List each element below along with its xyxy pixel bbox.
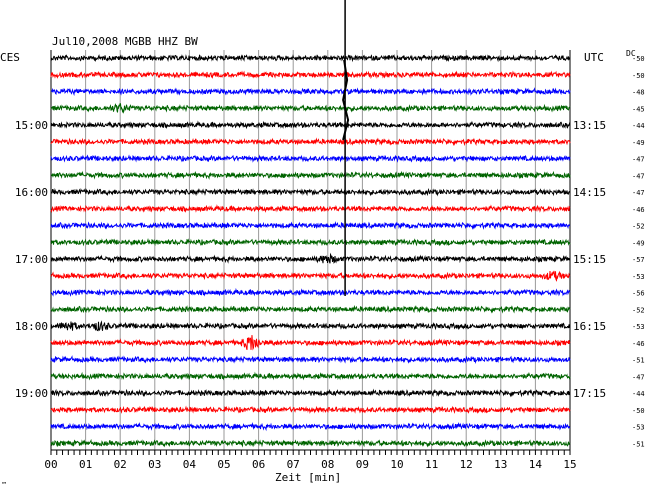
seismic-trace	[50, 238, 571, 247]
seismic-trace	[50, 320, 571, 332]
x-tick-label: 03	[148, 458, 161, 471]
seismic-trace	[50, 187, 571, 197]
right-time-label: 17:15	[573, 387, 606, 400]
dc-value-label: -46	[632, 206, 645, 214]
right-time-label: 14:15	[573, 186, 606, 199]
seismic-trace	[50, 421, 571, 432]
x-tick-label: 07	[287, 458, 300, 471]
dc-value-label: -48	[632, 89, 645, 97]
dc-value-label: -53	[632, 273, 645, 281]
seismic-trace	[50, 355, 571, 365]
x-tick-label: 02	[114, 458, 127, 471]
seismic-trace	[50, 252, 571, 264]
dc-value-label: -53	[632, 323, 645, 331]
x-tick-label: 10	[390, 458, 403, 471]
x-tick-label: 13	[494, 458, 507, 471]
seismic-trace	[50, 87, 571, 97]
seismic-trace	[50, 371, 571, 381]
seismic-trace	[50, 221, 571, 230]
right-time-label: 16:15	[573, 320, 606, 333]
left-time-label: 15:00	[15, 119, 48, 132]
x-axis-label: Zeit [min]	[275, 471, 341, 484]
seismic-trace	[50, 335, 571, 351]
seismic-trace	[50, 388, 571, 398]
dc-value-label: -51	[632, 357, 645, 365]
left-time-label: 19:00	[15, 387, 48, 400]
grid	[50, 50, 571, 455]
x-tick-label: 09	[356, 458, 369, 471]
seismic-trace	[51, 170, 571, 180]
dc-label: DC	[626, 49, 636, 58]
dc-value-label: -46	[632, 340, 645, 348]
dc-value-label: -47	[632, 373, 645, 381]
left-timezone-label: CES	[0, 51, 20, 64]
x-tick-label: 11	[425, 458, 438, 471]
seismic-trace	[50, 120, 571, 130]
right-timezone-label: UTC	[584, 51, 604, 64]
x-tick-label: 06	[252, 458, 265, 471]
dc-value-label: -47	[632, 189, 645, 197]
chart-title: Jul10,2008 MGBB HHZ BW	[52, 35, 198, 48]
dc-value-label: -51	[632, 440, 645, 448]
dc-value-label: -47	[632, 172, 645, 180]
seismic-trace	[50, 53, 571, 63]
seismic-trace	[50, 304, 571, 314]
x-tick-label: 01	[79, 458, 92, 471]
right-time-label: 13:15	[573, 119, 606, 132]
x-tick-label: 05	[217, 458, 230, 471]
seismic-trace	[50, 405, 571, 414]
seismic-trace	[50, 103, 571, 114]
dc-value-label: -56	[632, 290, 645, 298]
axis-labels: 00 01 02 03 04 05 06 07 08 09 10 11 12 13 14 15 15:00 13:…	[15, 55, 645, 471]
dc-value-label: -52	[632, 223, 645, 231]
dc-value-label: -50	[632, 407, 645, 415]
dc-value-label: -44	[632, 390, 645, 398]
seismic-trace	[50, 438, 571, 448]
corner-mark: ™	[2, 481, 6, 489]
left-time-label: 17:00	[15, 253, 48, 266]
seismic-trace	[50, 204, 571, 214]
x-tick-label: 04	[183, 458, 197, 471]
seismic-trace	[50, 270, 571, 282]
dc-value-label: -49	[632, 239, 645, 247]
x-tick-label: 15	[563, 458, 576, 471]
dc-value-label: -49	[632, 139, 645, 147]
teleseism-waveform	[342, 59, 350, 141]
x-tick-label: 12	[460, 458, 473, 471]
left-time-label: 18:00	[15, 320, 48, 333]
dc-value-label: -50	[632, 55, 645, 63]
dc-value-label: -45	[632, 105, 645, 113]
seismic-trace	[50, 137, 571, 147]
x-tick-label: 14	[529, 458, 543, 471]
x-tick-label: 00	[44, 458, 57, 471]
dc-value-label: -52	[632, 306, 645, 314]
seismic-trace	[50, 70, 571, 80]
dc-value-label: -57	[632, 256, 645, 264]
right-time-label: 15:15	[573, 253, 606, 266]
left-time-label: 16:00	[15, 186, 48, 199]
x-tick-label: 08	[321, 458, 334, 471]
seismic-trace	[50, 154, 571, 163]
dc-value-label: -47	[632, 156, 645, 164]
dc-value-label: -44	[632, 122, 645, 130]
dc-value-label: -50	[632, 72, 645, 80]
trace-group	[50, 0, 571, 448]
dc-value-label: -53	[632, 424, 645, 432]
seismic-trace	[50, 287, 571, 297]
